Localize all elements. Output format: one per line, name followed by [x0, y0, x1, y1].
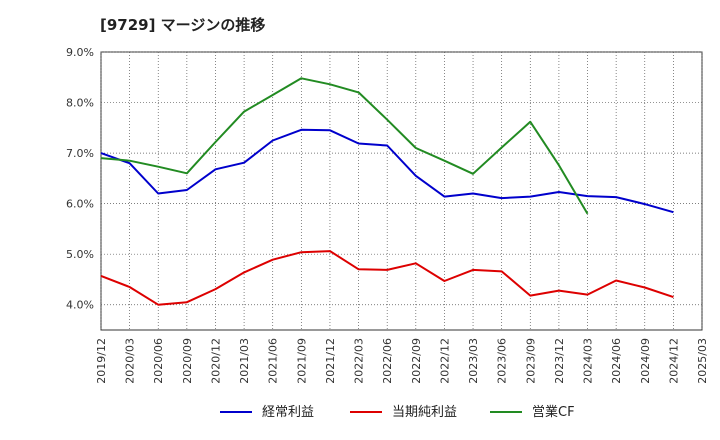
x-tick-label: 2021/09 [295, 338, 308, 384]
x-tick-label: 2025/03 [696, 338, 709, 384]
x-tick-label: 2020/09 [181, 338, 194, 384]
x-tick-label: 2024/09 [639, 338, 652, 384]
x-tick-label: 2019/12 [95, 338, 108, 384]
y-tick-label: 5.0% [66, 248, 94, 261]
x-tick-label: 2021/12 [324, 338, 337, 384]
x-tick-label: 2022/12 [438, 338, 451, 384]
series-line-2 [100, 250, 674, 306]
legend-label-3: 営業CF [532, 404, 575, 420]
x-tick-label: 2023/12 [553, 338, 566, 384]
chart-title: [9729] マージンの推移 [100, 16, 266, 34]
x-tick-label: 2021/03 [238, 338, 251, 384]
x-tick-label: 2022/06 [381, 338, 394, 384]
x-tick-label: 2020/06 [152, 338, 165, 384]
y-tick-label: 8.0% [66, 97, 94, 110]
x-tick-label: 2023/09 [524, 338, 537, 384]
y-tick-label: 9.0% [66, 46, 94, 59]
x-tick-label: 2022/09 [410, 338, 423, 384]
x-tick-label: 2021/06 [267, 338, 280, 384]
y-tick-label: 7.0% [66, 147, 94, 160]
series-line-3 [100, 77, 589, 215]
x-tick-label: 2023/03 [467, 338, 480, 384]
legend-label-1: 経常利益 [262, 405, 314, 420]
legend-label-2: 当期純利益 [392, 405, 457, 420]
y-tick-label: 6.0% [66, 198, 94, 211]
x-tick-label: 2023/06 [496, 338, 509, 384]
x-tick-label: 2024/12 [667, 338, 680, 384]
x-tick-label: 2024/03 [582, 338, 595, 384]
x-tick-label: 2020/12 [209, 338, 222, 384]
x-tick-label: 2020/03 [124, 338, 137, 384]
x-tick-label: 2024/06 [610, 338, 623, 384]
series-line-1 [100, 128, 674, 214]
x-tick-label: 2022/03 [353, 338, 366, 384]
plot-area [100, 51, 703, 331]
y-tick-label: 4.0% [66, 299, 94, 312]
